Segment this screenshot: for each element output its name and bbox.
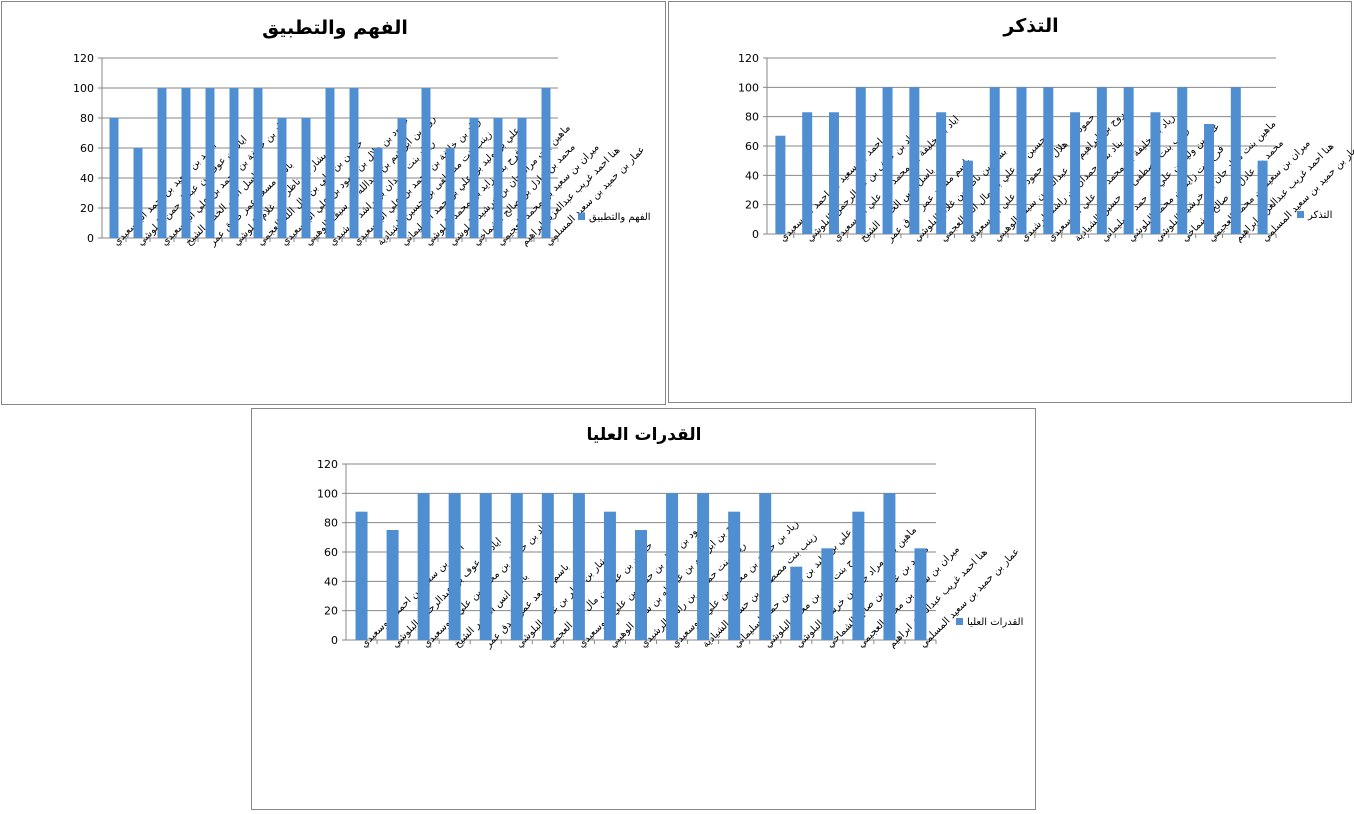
bar <box>603 511 616 640</box>
bar <box>1096 87 1107 234</box>
chart-title: التذكر <box>1002 15 1058 37</box>
bar <box>1016 87 1027 234</box>
bar <box>541 88 551 238</box>
bar <box>666 493 679 640</box>
bar <box>1230 87 1241 234</box>
legend-label: الفهم والتطبيق <box>589 212 651 223</box>
y-tick-label: 0 <box>331 634 338 647</box>
bar <box>828 112 839 234</box>
bar <box>759 493 772 640</box>
bar <box>1204 124 1215 234</box>
legend-label: التذكر <box>1307 210 1332 221</box>
bar <box>936 112 947 234</box>
bar <box>301 118 311 238</box>
bar <box>355 511 368 640</box>
bar <box>697 493 710 640</box>
bar <box>479 493 492 640</box>
y-tick-label: 80 <box>324 517 338 530</box>
y-tick-label: 20 <box>324 605 338 618</box>
chart-understanding-svg: الفهم والتطبيق020406080100120احمد بن سعي… <box>73 17 651 249</box>
bar <box>882 87 893 234</box>
category-label: هنا احمد غريب عبدالعزيز ابراهيم <box>1233 141 1336 244</box>
bar <box>1177 87 1188 234</box>
bar <box>253 88 263 238</box>
legend-label: القدرات العليا <box>967 617 1023 628</box>
bar <box>1257 160 1268 234</box>
bar <box>821 548 834 640</box>
bar <box>445 148 455 238</box>
y-tick-label: 120 <box>73 52 94 65</box>
y-tick-label: 0 <box>87 232 94 245</box>
bar <box>883 493 896 640</box>
bar <box>448 493 461 640</box>
bar <box>205 88 215 238</box>
bar <box>133 148 143 238</box>
y-tick-label: 0 <box>752 228 759 241</box>
bar <box>802 112 813 234</box>
bar <box>1043 87 1054 234</box>
bar <box>635 530 647 640</box>
bar <box>469 118 479 238</box>
legend-swatch <box>956 618 963 625</box>
bar <box>909 87 920 234</box>
legend-swatch <box>578 213 585 220</box>
bar <box>229 88 239 238</box>
bar <box>417 493 430 640</box>
chart-panel-higher-abilities: القدرات العليا 0 20 40 60 80 100 120 احمد بن سعي… <box>251 408 1036 810</box>
y-tick-label: 20 <box>80 202 94 215</box>
bar <box>1123 87 1134 234</box>
y-tick-label: 100 <box>317 487 338 500</box>
bar <box>855 87 866 234</box>
chart-title: القدرات العليا <box>587 425 702 445</box>
chart-panel-understanding: الفهم والتطبيق020406080100120احمد بن سعي… <box>1 1 666 405</box>
y-tick-label: 120 <box>317 458 338 471</box>
bar <box>181 88 191 238</box>
bar <box>1070 112 1081 234</box>
bar <box>541 493 554 640</box>
y-tick-label: 80 <box>745 111 759 124</box>
chart-title: الفهم والتطبيق <box>262 17 408 39</box>
y-tick-label: 60 <box>80 142 94 155</box>
bar <box>157 88 167 238</box>
bar <box>277 118 287 238</box>
bar <box>386 530 399 640</box>
bar <box>728 511 741 640</box>
y-tick-label: 60 <box>324 546 338 559</box>
bar <box>421 88 431 238</box>
bar <box>1150 112 1161 234</box>
legend-swatch <box>1297 211 1304 218</box>
y-tick-label: 60 <box>745 140 759 153</box>
y-tick-label: 40 <box>745 169 759 182</box>
bar <box>109 118 119 238</box>
bar <box>914 548 927 640</box>
bar <box>373 148 383 238</box>
bar <box>349 88 359 238</box>
y-tick-label: 20 <box>745 199 759 212</box>
y-tick-label: 40 <box>80 172 94 185</box>
bar <box>493 118 503 238</box>
y-tick-label: 120 <box>738 52 759 65</box>
y-tick-label: 100 <box>73 82 94 95</box>
bar <box>852 511 865 640</box>
bar <box>510 493 523 640</box>
bar <box>989 87 1000 234</box>
bar <box>517 118 527 238</box>
bar <box>572 493 585 640</box>
bar <box>962 160 973 234</box>
y-tick-label: 100 <box>738 81 759 94</box>
bar <box>775 135 786 234</box>
y-tick-label: 40 <box>324 575 338 588</box>
bar <box>790 566 803 640</box>
y-tick-label: 80 <box>80 112 94 125</box>
bar <box>397 118 407 238</box>
bar <box>325 88 335 238</box>
